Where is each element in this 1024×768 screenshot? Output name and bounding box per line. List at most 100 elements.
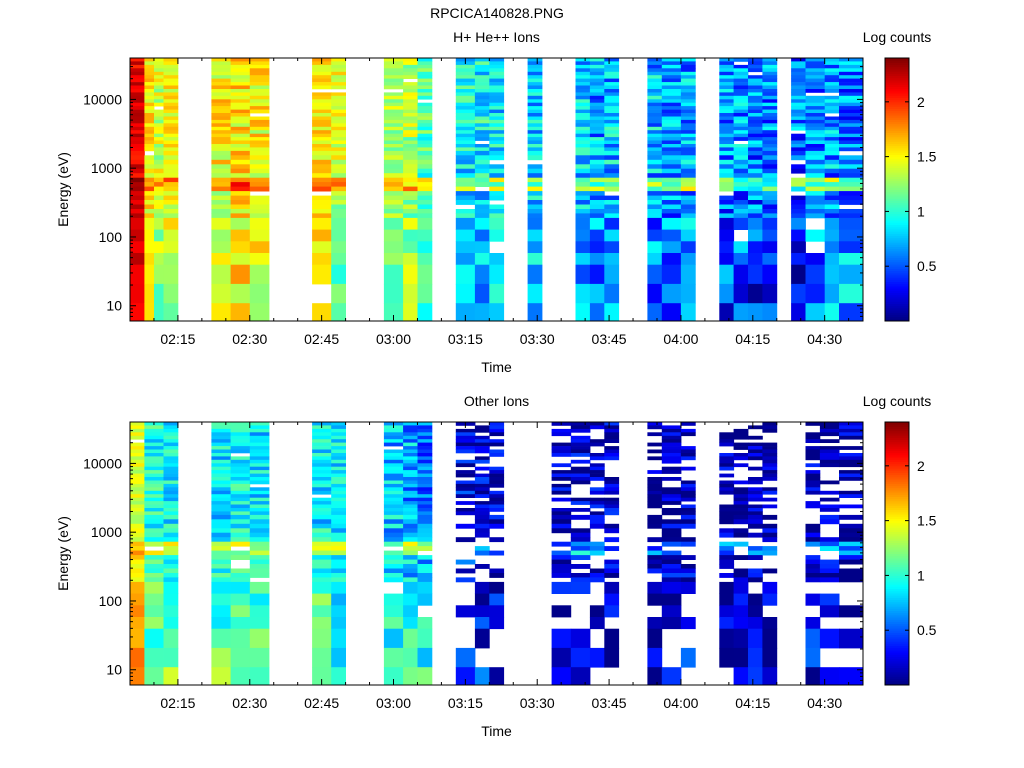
colorbar-swatch <box>885 154 909 158</box>
data-cell <box>733 504 749 509</box>
data-cell <box>403 532 418 538</box>
data-cell <box>230 519 251 525</box>
data-cell <box>647 229 663 242</box>
data-cell <box>791 119 806 124</box>
data-cell <box>604 593 620 606</box>
colorbar-swatch <box>885 584 909 587</box>
data-cell <box>805 168 826 174</box>
data-cell <box>551 519 572 525</box>
data-cell <box>417 514 433 520</box>
data-cell <box>312 487 332 492</box>
data-cell <box>312 593 332 606</box>
colorbar-swatch <box>885 557 909 561</box>
data-cell <box>144 116 155 121</box>
data-cell <box>604 140 620 145</box>
data-cell <box>733 487 749 492</box>
data-segment <box>527 58 543 322</box>
data-cell <box>312 577 332 583</box>
data-cell <box>130 213 145 219</box>
data-cell <box>312 647 332 668</box>
data-cell <box>589 102 605 107</box>
colorbar-swatch <box>885 538 909 541</box>
data-cell <box>474 546 490 551</box>
data-cell <box>312 449 332 454</box>
data-cell <box>719 204 735 210</box>
data-cell <box>403 200 418 205</box>
data-cell <box>154 95 164 100</box>
data-cell <box>383 99 404 104</box>
data-cell <box>211 573 231 578</box>
data-cell <box>589 546 605 551</box>
colorbar-swatch <box>885 468 909 471</box>
colorbar-swatch <box>885 599 909 603</box>
data-cell <box>604 523 620 529</box>
data-cell <box>680 61 696 66</box>
data-cell <box>403 528 418 534</box>
data-cell <box>474 428 490 433</box>
colorbar-swatch <box>885 143 909 147</box>
data-cell <box>211 473 231 478</box>
data-cell <box>819 446 840 450</box>
data-cell <box>403 593 418 606</box>
data-cell <box>604 253 620 266</box>
data-cell <box>589 116 605 121</box>
data-cell <box>130 126 145 131</box>
data-cell <box>144 490 164 495</box>
data-cell <box>680 106 696 110</box>
data-cell <box>824 68 840 73</box>
data-cell <box>211 541 231 547</box>
colorbar-swatch <box>885 134 909 138</box>
data-cell <box>791 95 806 100</box>
data-cell <box>647 477 663 481</box>
data-cell <box>163 617 179 630</box>
data-cell <box>474 173 490 179</box>
data-cell <box>680 241 696 254</box>
data-cell <box>163 303 179 322</box>
data-cell <box>575 213 591 219</box>
data-cell <box>249 546 270 551</box>
colorbar-swatch <box>885 592 909 596</box>
data-cell <box>230 487 251 492</box>
data-cell <box>130 144 145 148</box>
data-cell <box>144 61 155 66</box>
data-cell <box>762 99 778 104</box>
data-cell <box>312 204 332 210</box>
data-cell <box>383 439 404 443</box>
data-cell <box>249 573 270 578</box>
data-cell <box>154 137 164 141</box>
data-cell <box>661 303 682 322</box>
data-cell <box>570 508 591 512</box>
data-cell <box>154 126 164 131</box>
data-cell <box>331 456 346 461</box>
data-cell <box>331 191 346 196</box>
data-cell <box>383 501 404 505</box>
data-cell <box>839 85 864 90</box>
colorbar-swatch <box>885 301 909 304</box>
data-cell <box>647 303 663 322</box>
data-cell <box>604 106 620 110</box>
data-cell <box>417 497 433 502</box>
colorbar-swatch <box>885 603 909 607</box>
data-cell <box>474 113 490 117</box>
data-cell <box>604 628 620 649</box>
data-cell <box>719 487 735 492</box>
data-cell <box>489 204 505 210</box>
data-cell <box>455 64 476 69</box>
colorbar-swatch <box>885 478 909 482</box>
data-cell <box>154 168 164 174</box>
data-cell <box>154 133 164 138</box>
data-cell <box>417 477 433 481</box>
data-cell <box>417 123 433 128</box>
x-tick-label: 03:00 <box>376 331 411 347</box>
data-cell <box>575 99 591 104</box>
data-cell <box>249 173 270 179</box>
data-cell <box>489 229 505 242</box>
data-cell <box>403 564 418 569</box>
data-cell <box>839 78 864 83</box>
data-cell <box>748 85 763 90</box>
data-cell <box>762 241 778 254</box>
data-cell <box>527 241 543 254</box>
data-cell <box>144 473 164 478</box>
data-cell <box>211 514 231 520</box>
